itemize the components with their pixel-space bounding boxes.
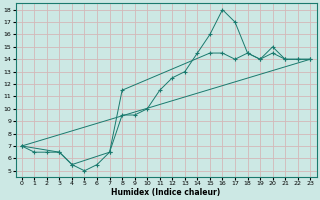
X-axis label: Humidex (Indice chaleur): Humidex (Indice chaleur) <box>111 188 221 197</box>
